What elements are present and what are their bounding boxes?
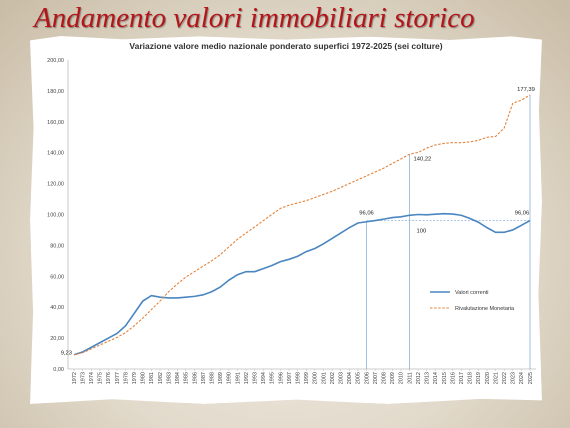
x-tick-label: 1991 bbox=[235, 372, 241, 384]
y-tick-label: 160,00 bbox=[47, 120, 64, 126]
x-tick-label: 2020 bbox=[485, 372, 491, 384]
data-label: 96,06 bbox=[515, 211, 530, 217]
line-chart: 0,00 20,00 40,00 60,00 80,00 100,00 120,00 140,… bbox=[47, 58, 536, 384]
x-tick-label: 2012 bbox=[416, 372, 422, 384]
x-tick-label: 2023 bbox=[511, 372, 517, 384]
x-tick-label: 2002 bbox=[330, 372, 336, 384]
x-tick-label: 2007 bbox=[373, 372, 379, 384]
x-tick-label: 1982 bbox=[158, 372, 164, 384]
y-tick-label: 140,00 bbox=[47, 151, 64, 157]
x-tick-label: 1977 bbox=[115, 372, 121, 384]
x-tick-label: 1997 bbox=[287, 372, 293, 384]
x-tick-label: 1996 bbox=[278, 372, 284, 384]
x-tick-label: 2008 bbox=[382, 372, 388, 384]
y-tick-label: 0,00 bbox=[53, 367, 64, 373]
y-tick-label: 120,00 bbox=[47, 182, 64, 188]
x-tick-label: 1981 bbox=[149, 372, 155, 384]
x-tick-label: 1984 bbox=[175, 372, 181, 384]
x-tick-label: 1990 bbox=[227, 372, 233, 384]
data-label: 9,23 bbox=[61, 351, 72, 357]
x-tick-label: 2009 bbox=[390, 372, 396, 384]
x-tick-label: 2021 bbox=[493, 372, 499, 384]
y-tick-label: 40,00 bbox=[50, 305, 64, 311]
x-tick-label: 2000 bbox=[313, 372, 319, 384]
x-tick-label: 2024 bbox=[519, 372, 525, 384]
x-tick-label: 1980 bbox=[141, 372, 147, 384]
x-tick-label: 1986 bbox=[192, 372, 198, 384]
x-tick-label: 2013 bbox=[425, 372, 431, 384]
x-tick-label: 2004 bbox=[347, 372, 353, 384]
x-tick-label: 1998 bbox=[295, 372, 301, 384]
x-tick-label: 1979 bbox=[132, 372, 138, 384]
x-tick-label: 1975 bbox=[98, 372, 104, 384]
x-tick-label: 2016 bbox=[450, 372, 456, 384]
chart-paper: Variazione valore medio nazionale ponder… bbox=[30, 36, 542, 404]
x-tick-label: 2015 bbox=[442, 372, 448, 384]
x-tick-label: 2022 bbox=[502, 372, 508, 384]
x-tick-label: 2010 bbox=[399, 372, 405, 384]
x-tick-label: 1993 bbox=[252, 372, 258, 384]
data-label: 177,39 bbox=[517, 87, 535, 93]
x-tick-label: 2011 bbox=[407, 372, 413, 384]
y-tick-label: 100,00 bbox=[47, 213, 64, 219]
data-label: 100 bbox=[417, 229, 427, 235]
series-line-valori-correnti bbox=[73, 212, 531, 356]
x-tick-label: 1999 bbox=[304, 372, 310, 384]
y-tick-label: 180,00 bbox=[47, 89, 64, 95]
x-tick-label: 1978 bbox=[123, 372, 129, 384]
x-tick-label: 1976 bbox=[106, 372, 112, 384]
legend-label: Valori correnti bbox=[455, 290, 489, 296]
data-label: 140,22 bbox=[414, 156, 432, 162]
x-tick-label: 1974 bbox=[89, 372, 95, 384]
x-tick-label: 1989 bbox=[218, 372, 224, 384]
x-tick-label: 1994 bbox=[261, 372, 267, 384]
x-tick-label: 2018 bbox=[468, 372, 474, 384]
x-tick-label: 2017 bbox=[459, 372, 465, 384]
x-tick-label: 2005 bbox=[356, 372, 362, 384]
x-tick-label: 1973 bbox=[80, 372, 86, 384]
x-tick-label: 1995 bbox=[270, 372, 276, 384]
y-tick-label: 200,00 bbox=[47, 58, 64, 64]
x-tick-label: 1987 bbox=[201, 372, 207, 384]
x-tick-label: 2025 bbox=[528, 372, 534, 384]
data-label: 96,06 bbox=[359, 211, 374, 217]
x-tick-label: 1983 bbox=[166, 372, 172, 384]
x-tick-label: 2019 bbox=[476, 372, 482, 384]
x-tick-label: 1988 bbox=[209, 372, 215, 384]
series-line-rivalutazione-monetaria bbox=[73, 94, 531, 356]
y-tick-label: 80,00 bbox=[50, 243, 64, 249]
x-tick-label: 2003 bbox=[339, 372, 345, 384]
y-tick-label: 20,00 bbox=[50, 336, 64, 342]
x-tick-label: 1972 bbox=[72, 372, 78, 384]
x-tick-label: 2001 bbox=[321, 372, 327, 384]
x-tick-label: 1992 bbox=[244, 372, 250, 384]
slide-title: Andamento valori immobiliari storico bbox=[34, 2, 475, 34]
legend-label: Rivalutazione Monetaria bbox=[455, 306, 515, 312]
chart-title: Variazione valore medio nazionale ponder… bbox=[129, 41, 443, 51]
y-tick-label: 60,00 bbox=[50, 274, 64, 280]
x-tick-label: 2014 bbox=[433, 372, 439, 384]
x-tick-label: 2006 bbox=[364, 372, 370, 384]
x-tick-label: 1985 bbox=[184, 372, 190, 384]
